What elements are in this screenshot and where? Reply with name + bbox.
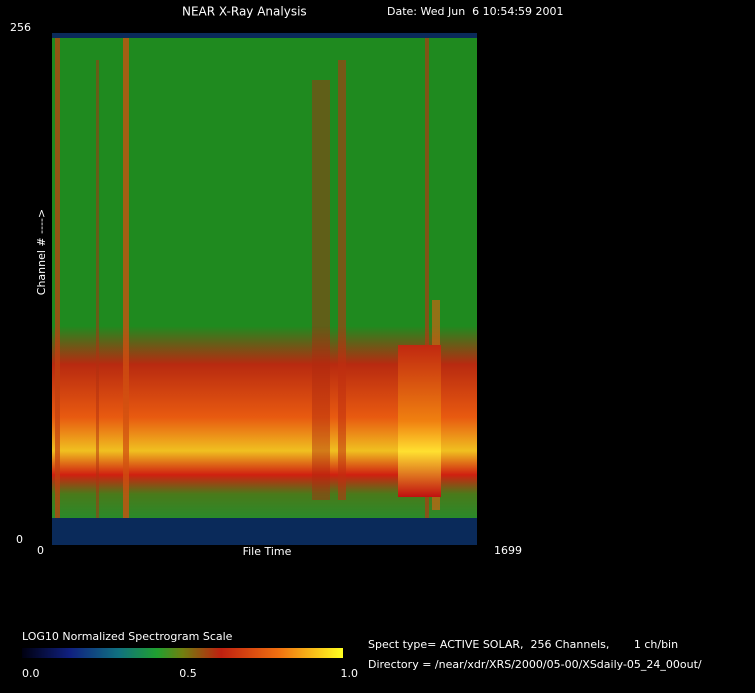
colorbar-label: 0.0 <box>22 667 40 680</box>
colorbar <box>22 648 343 658</box>
y-bottom-label: 0 <box>16 533 23 546</box>
x-axis-title: File Time <box>243 545 292 558</box>
spectrogram <box>52 33 477 545</box>
spect-type: Spect type= ACTIVE SOLAR, 256 Channels, … <box>368 638 678 651</box>
colorbar-label: 1.0 <box>341 667 359 680</box>
y-axis-title: Channel # ----> <box>35 209 48 295</box>
x-left-label: 0 <box>37 544 44 557</box>
date: Date: Wed Jun 6 10:54:59 2001 <box>387 5 564 18</box>
directory: Directory = /near/xdr/XRS/2000/05-00/XSd… <box>368 658 702 671</box>
title: NEAR X-Ray Analysis <box>182 5 307 19</box>
colorbar-title: LOG10 Normalized Spectrogram Scale <box>22 630 233 643</box>
y-top-label: 256 <box>10 21 31 34</box>
x-right-label: 1699 <box>494 544 522 557</box>
colorbar-label: 0.5 <box>179 667 197 680</box>
